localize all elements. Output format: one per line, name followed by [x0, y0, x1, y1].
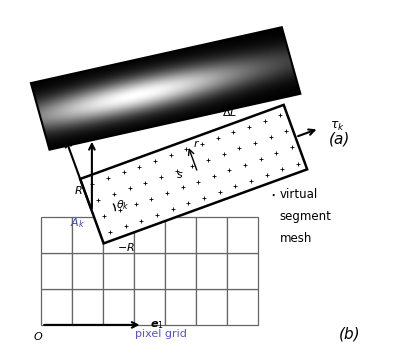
Text: pixel grid: pixel grid — [135, 329, 186, 339]
Text: segment: segment — [280, 210, 332, 223]
Text: $\cdot$: $\cdot$ — [269, 186, 275, 204]
Bar — [103, 253, 134, 289]
Bar — [41, 289, 72, 325]
Text: mesh: mesh — [280, 232, 312, 245]
Bar — [72, 217, 103, 253]
Bar — [227, 217, 258, 253]
Bar — [103, 289, 134, 325]
Text: virtual: virtual — [280, 188, 318, 201]
Text: $r$: $r$ — [193, 138, 200, 149]
Text: (b): (b) — [339, 326, 361, 342]
Bar — [134, 217, 165, 253]
Text: $-R$: $-R$ — [117, 241, 135, 253]
Text: $\tau_k$: $\tau_k$ — [330, 120, 345, 133]
Bar — [165, 217, 196, 253]
Text: (a): (a) — [328, 131, 350, 147]
Bar — [196, 217, 227, 253]
Text: $\Delta L$: $\Delta L$ — [222, 106, 237, 118]
Bar — [103, 217, 134, 253]
Text: $O$: $O$ — [33, 330, 43, 342]
Bar — [165, 253, 196, 289]
Bar — [134, 253, 165, 289]
Bar — [196, 253, 227, 289]
Text: $\boldsymbol{e}_2$: $\boldsymbol{e}_2$ — [74, 126, 88, 138]
Text: $s$: $s$ — [177, 170, 184, 180]
Bar — [227, 289, 258, 325]
Text: $\boldsymbol{e}_1$: $\boldsymbol{e}_1$ — [149, 319, 164, 331]
Polygon shape — [80, 105, 307, 243]
Text: $\theta_k$: $\theta_k$ — [116, 198, 129, 212]
Bar — [134, 289, 165, 325]
Text: $\nu_k$: $\nu_k$ — [48, 114, 63, 127]
Bar — [72, 253, 103, 289]
Bar — [196, 289, 227, 325]
Bar — [72, 289, 103, 325]
Bar — [41, 217, 72, 253]
Bar — [227, 253, 258, 289]
Text: $R$: $R$ — [74, 184, 82, 196]
Text: $A_k$: $A_k$ — [70, 217, 85, 230]
Bar — [165, 289, 196, 325]
Bar — [41, 253, 72, 289]
